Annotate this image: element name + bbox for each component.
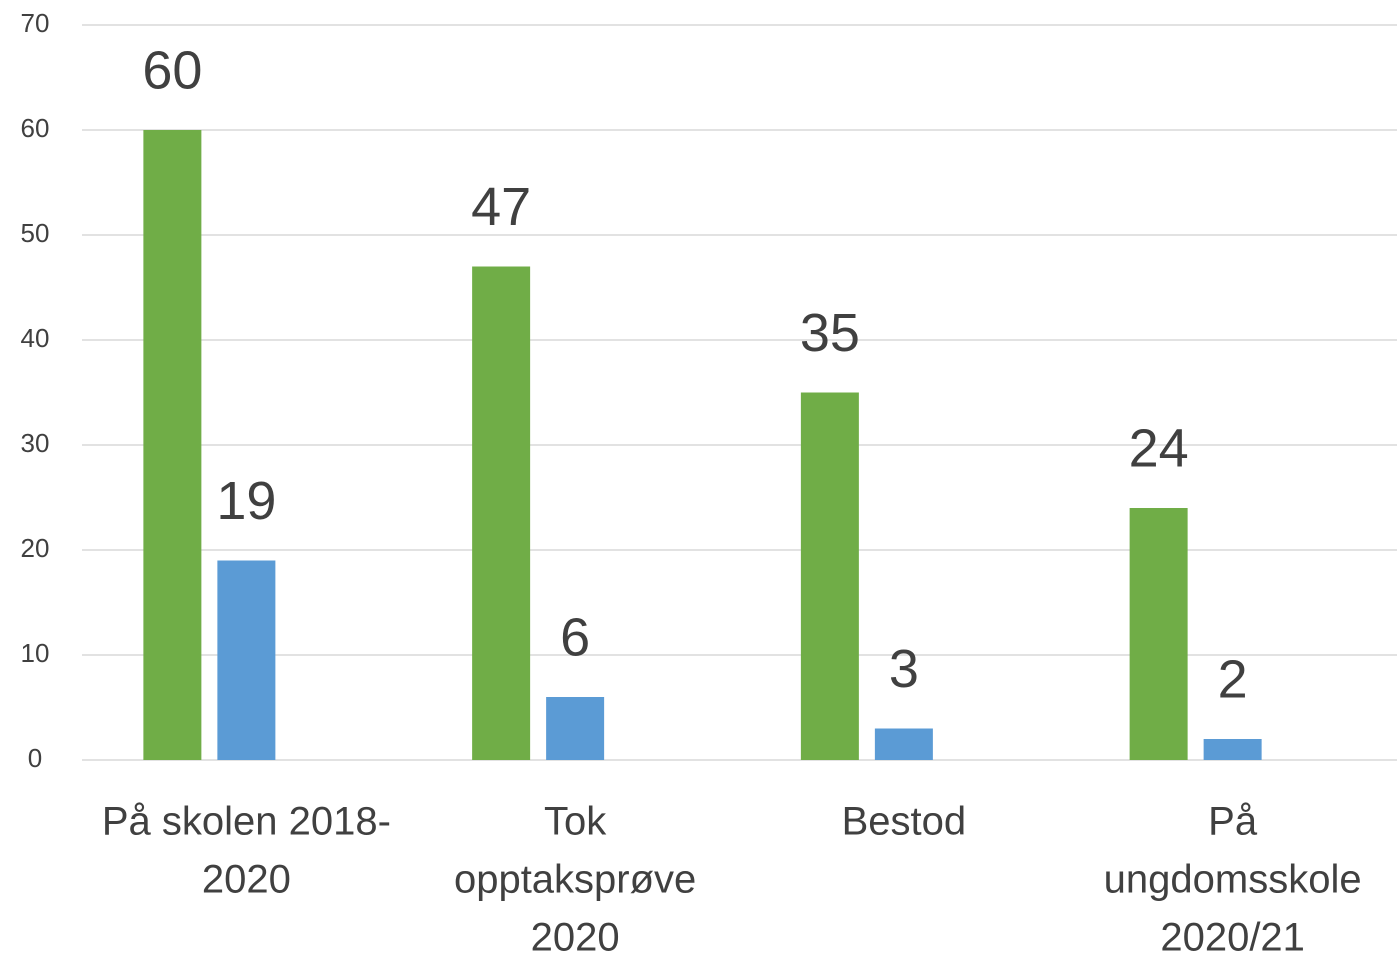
data-label: 47 (471, 177, 531, 237)
x-tick-label: 2020 (531, 916, 620, 960)
data-label: 24 (1129, 418, 1189, 478)
y-tick-label: 0 (28, 743, 42, 773)
y-tick-label: 30 (21, 428, 50, 458)
data-label: 60 (142, 40, 202, 100)
y-tick-label: 10 (21, 638, 50, 668)
y-tick-label: 70 (21, 8, 50, 38)
bar (546, 697, 605, 760)
y-tick-label: 40 (21, 323, 50, 353)
x-tick-label: 2020/21 (1160, 916, 1305, 960)
bar (217, 560, 276, 760)
y-tick-label: 60 (21, 113, 50, 143)
bar (874, 728, 933, 760)
x-tick-label: På skolen 2018- (102, 800, 391, 844)
y-tick-label: 20 (21, 533, 50, 563)
x-tick-label: Bestod (842, 800, 967, 844)
data-label: 3 (889, 639, 919, 699)
data-label: 35 (800, 303, 860, 363)
data-label: 6 (560, 607, 590, 667)
y-tick-label: 50 (21, 218, 50, 248)
bar (472, 266, 531, 760)
x-tick-label: opptaksprøve (454, 858, 696, 902)
x-tick-label: ungdomsskole (1104, 858, 1362, 902)
x-tick-label: 2020 (202, 858, 291, 902)
bar (1203, 739, 1262, 760)
bar (143, 130, 202, 760)
data-label: 2 (1218, 649, 1248, 709)
x-tick-label: Tok (544, 800, 607, 844)
data-label: 19 (216, 471, 276, 531)
bar (800, 392, 859, 760)
bar (1129, 508, 1188, 760)
x-tick-label: På (1208, 800, 1258, 844)
